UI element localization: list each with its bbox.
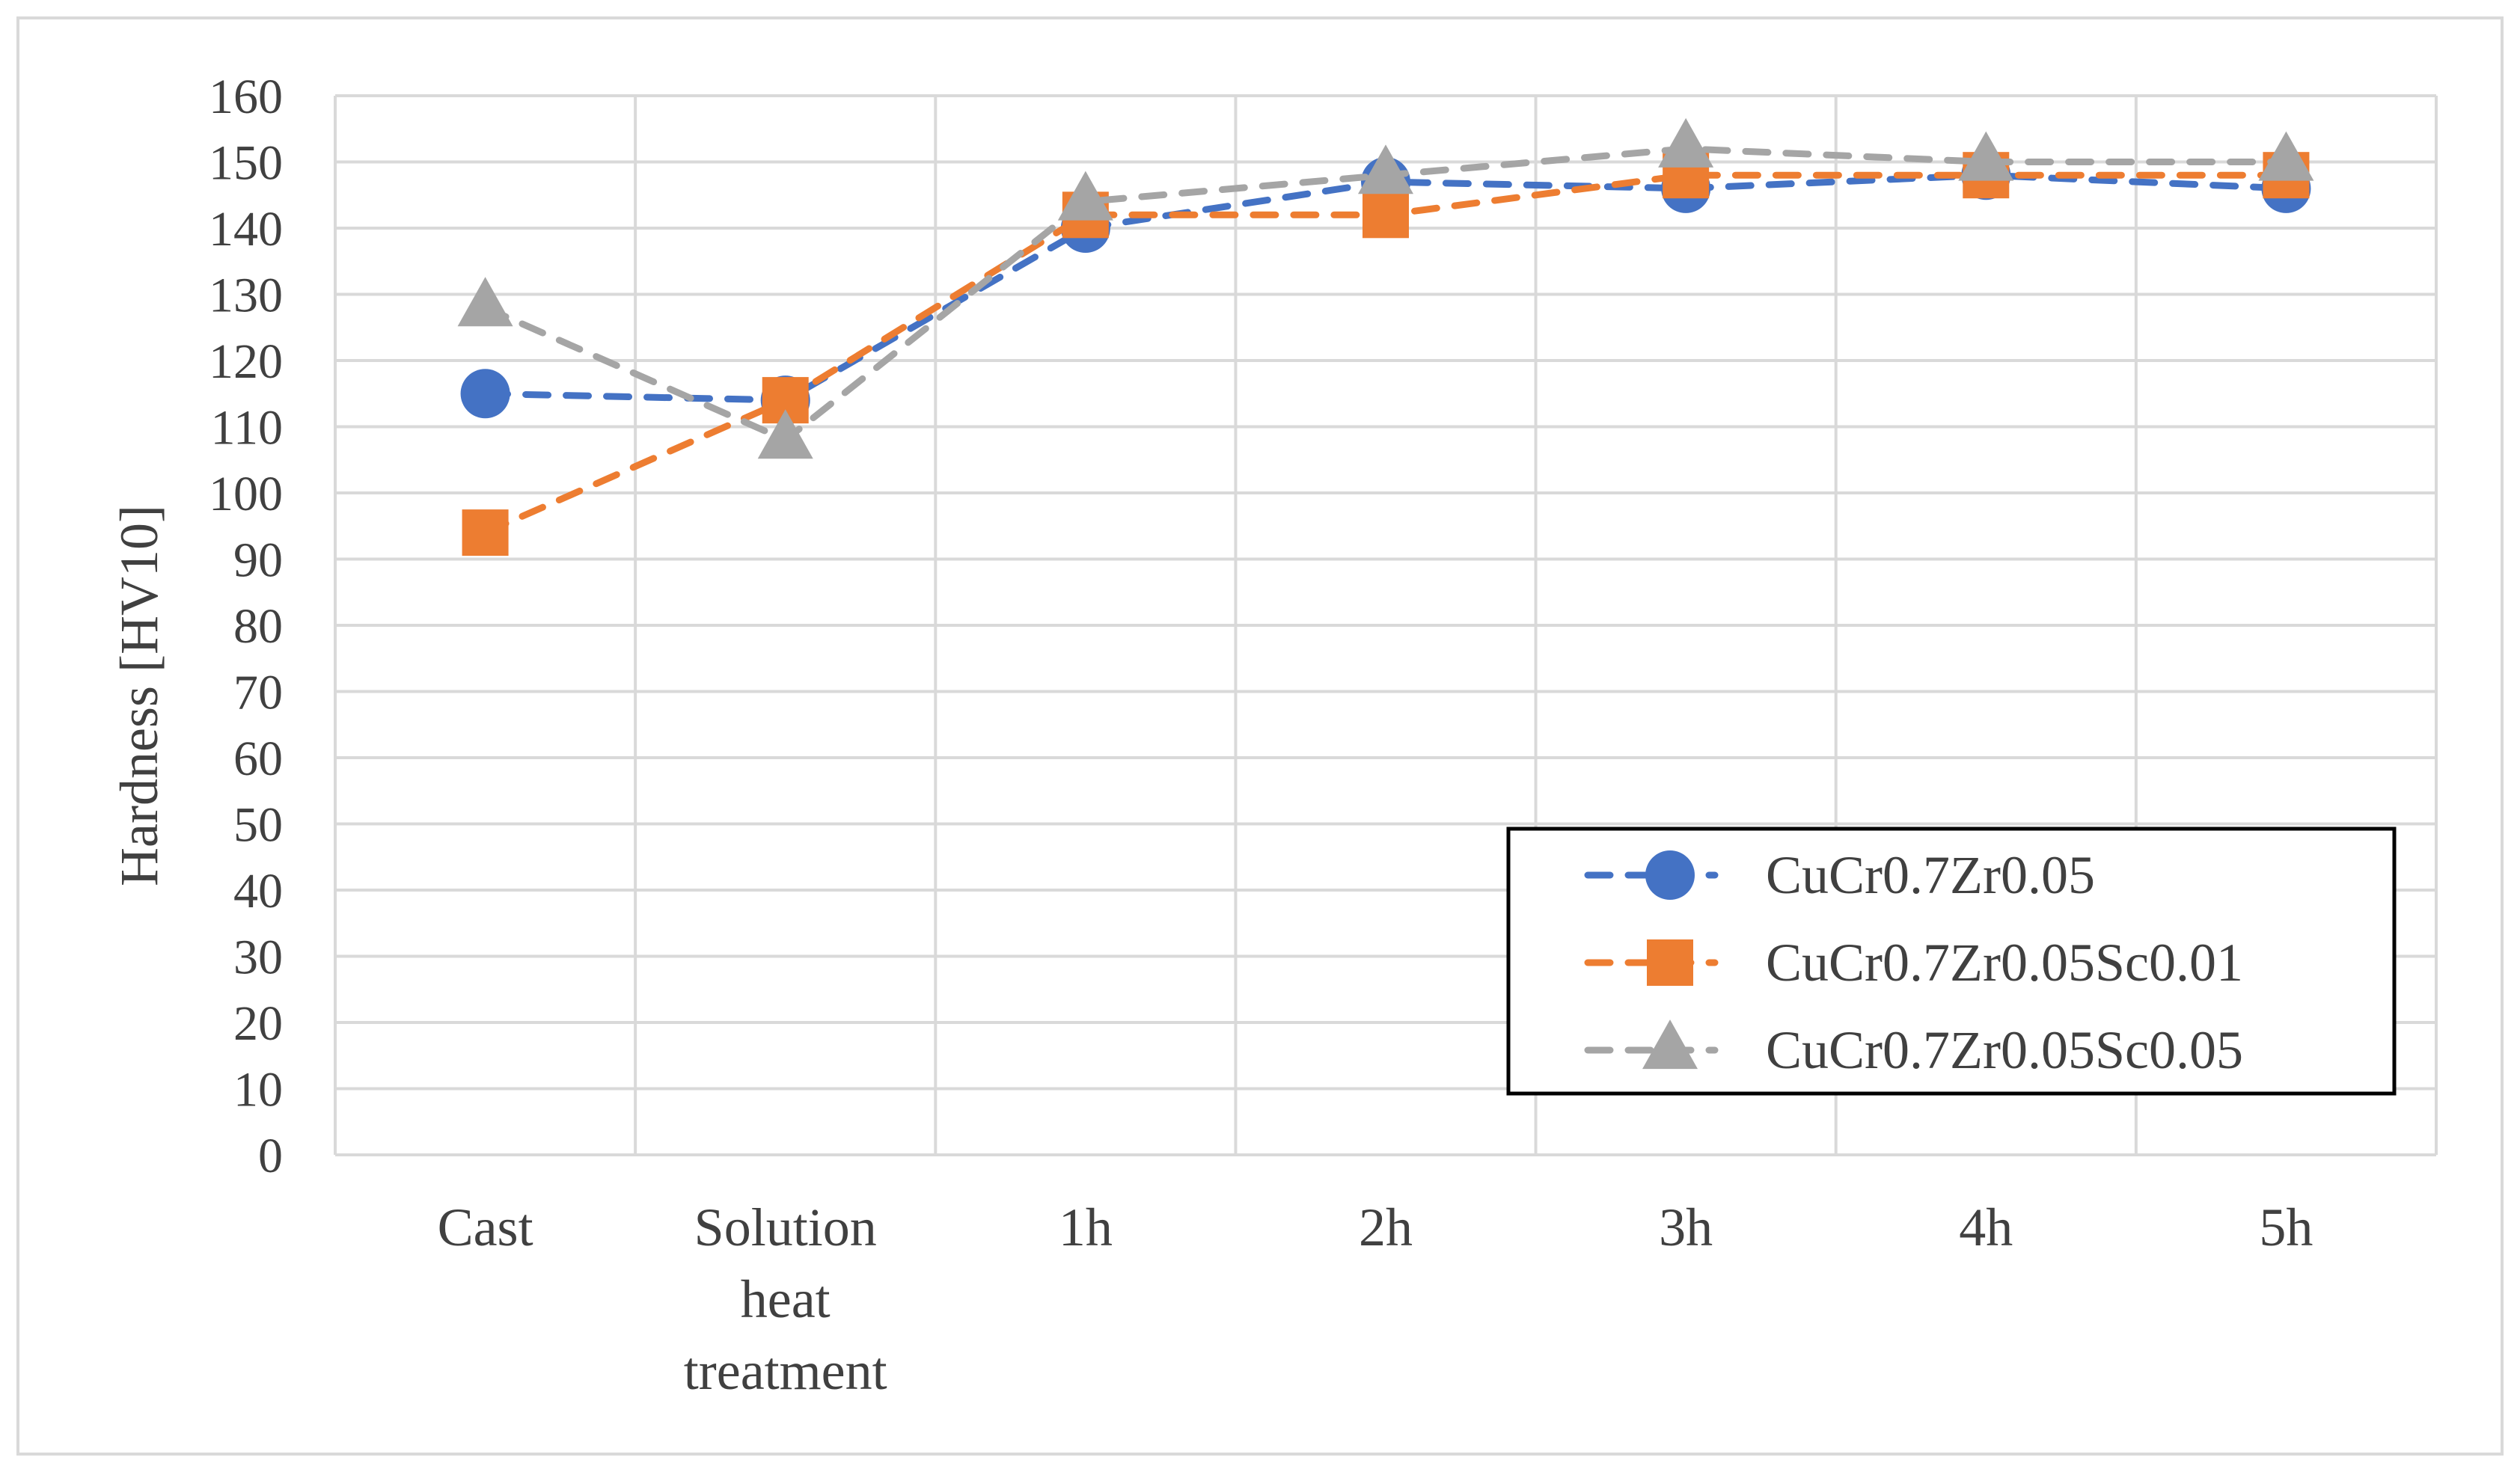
y-tick-label-10: 10 <box>233 1063 283 1117</box>
x-tick-label-1: Solution heat treatment <box>684 1197 887 1401</box>
series-0-point-0 <box>460 369 510 419</box>
x-tick-label-4: 3h <box>1659 1197 1713 1257</box>
y-axis-tick-labels: 0 10 20 30 40 50 60 70 80 90 100 110 120 130 140 150 160 <box>209 70 283 1183</box>
legend-label-1: CuCr0.7Zr0.05Sc0.01 <box>1766 933 2243 993</box>
series-2-point-0 <box>457 277 513 327</box>
legend-marker-1 <box>1647 939 1693 986</box>
series-2-point-5 <box>1958 131 2014 181</box>
x-tick-label-2: 1h <box>1059 1197 1113 1257</box>
y-tick-label-70: 70 <box>233 666 283 720</box>
series-2-point-2 <box>1057 171 1113 221</box>
y-tick-label-30: 30 <box>233 930 283 985</box>
y-tick-label-0: 0 <box>258 1129 283 1183</box>
y-tick-label-20: 20 <box>233 996 283 1051</box>
y-tick-label-120: 120 <box>209 334 283 389</box>
x-tick-label-6: 5h <box>2259 1197 2313 1257</box>
series-1-point-3 <box>1363 191 1409 239</box>
y-tick-label-50: 50 <box>233 798 283 853</box>
x-tick-label-0: Cast <box>438 1197 533 1257</box>
y-tick-label-130: 130 <box>209 269 283 323</box>
y-axis-title: Hardness [HV10] <box>109 505 169 886</box>
series-2-point-1 <box>757 409 813 459</box>
data-series <box>457 117 2314 556</box>
y-tick-label-150: 150 <box>209 136 283 191</box>
series-2-point-6 <box>2258 131 2314 181</box>
series-2-point-3 <box>1358 144 1413 194</box>
series-2 <box>457 117 2314 459</box>
y-tick-label-100: 100 <box>209 467 283 521</box>
y-tick-label-90: 90 <box>233 533 283 588</box>
y-tick-label-60: 60 <box>233 732 283 786</box>
y-tick-label-110: 110 <box>210 401 283 456</box>
legend: CuCr0.7Zr0.05 CuCr0.7Zr0.05Sc0.01 CuCr0.7Z… <box>1506 827 2397 1096</box>
chart-outer-border <box>16 16 2504 1456</box>
x-tick-label-5: 4h <box>1959 1197 2013 1257</box>
x-axis-tick-labels: Cast Solution heat treatment 1h 2h 3h 4h 5h <box>438 1197 2313 1401</box>
legend-label-2: CuCr0.7Zr0.05Sc0.05 <box>1766 1020 2243 1080</box>
legend-label-0: CuCr0.7Zr0.05 <box>1766 845 2095 905</box>
legend-marker-2 <box>1642 1019 1698 1070</box>
series-2-point-4 <box>1658 117 1714 168</box>
y-tick-label-160: 160 <box>209 70 283 124</box>
series-1-point-0 <box>462 509 509 556</box>
y-tick-label-40: 40 <box>233 864 283 919</box>
y-tick-label-80: 80 <box>233 599 283 654</box>
y-tick-label-140: 140 <box>209 202 283 257</box>
legend-marker-0 <box>1645 850 1695 900</box>
x-tick-label-3: 2h <box>1359 1197 1413 1257</box>
